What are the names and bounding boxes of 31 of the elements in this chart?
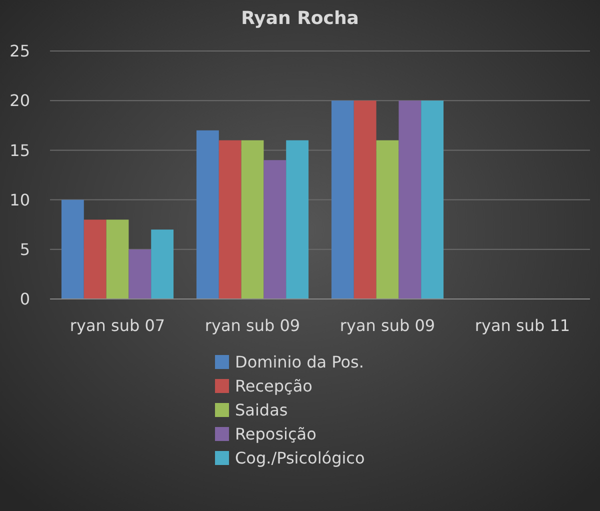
bar [286,140,309,299]
bar [61,200,84,299]
bar [84,220,106,299]
legend-label: Dominio da Pos. [235,352,364,372]
legend-label: Reposição [235,424,316,444]
legend-label: Recepção [235,376,312,396]
y-tick-label: 5 [20,240,30,259]
x-tick-label: ryan sub 07 [70,316,166,335]
legend-label: Cog./Psicológico [235,448,365,468]
y-tick-label: 25 [10,42,30,61]
y-tick-label: 20 [10,91,30,110]
bar [218,140,242,299]
y-tick-label: 15 [10,140,30,160]
bar [241,140,264,299]
bar [331,100,354,299]
x-tick-label: ryan sub 09 [340,316,436,335]
chart-title: Ryan Rocha [241,8,359,29]
bar [128,249,152,299]
bar [264,160,286,299]
bar [398,100,422,299]
x-tick-label: ryan sub 11 [474,316,570,335]
bar [151,230,174,299]
bar [106,220,129,299]
y-tick-label: 10 [10,190,30,210]
x-tick-label: ryan sub 09 [204,316,300,335]
bar [421,100,444,299]
bar [196,130,219,299]
legend-label: Saidas [235,400,288,420]
bar [354,100,376,299]
y-tick-label: 0 [20,290,30,309]
bar [376,140,399,299]
